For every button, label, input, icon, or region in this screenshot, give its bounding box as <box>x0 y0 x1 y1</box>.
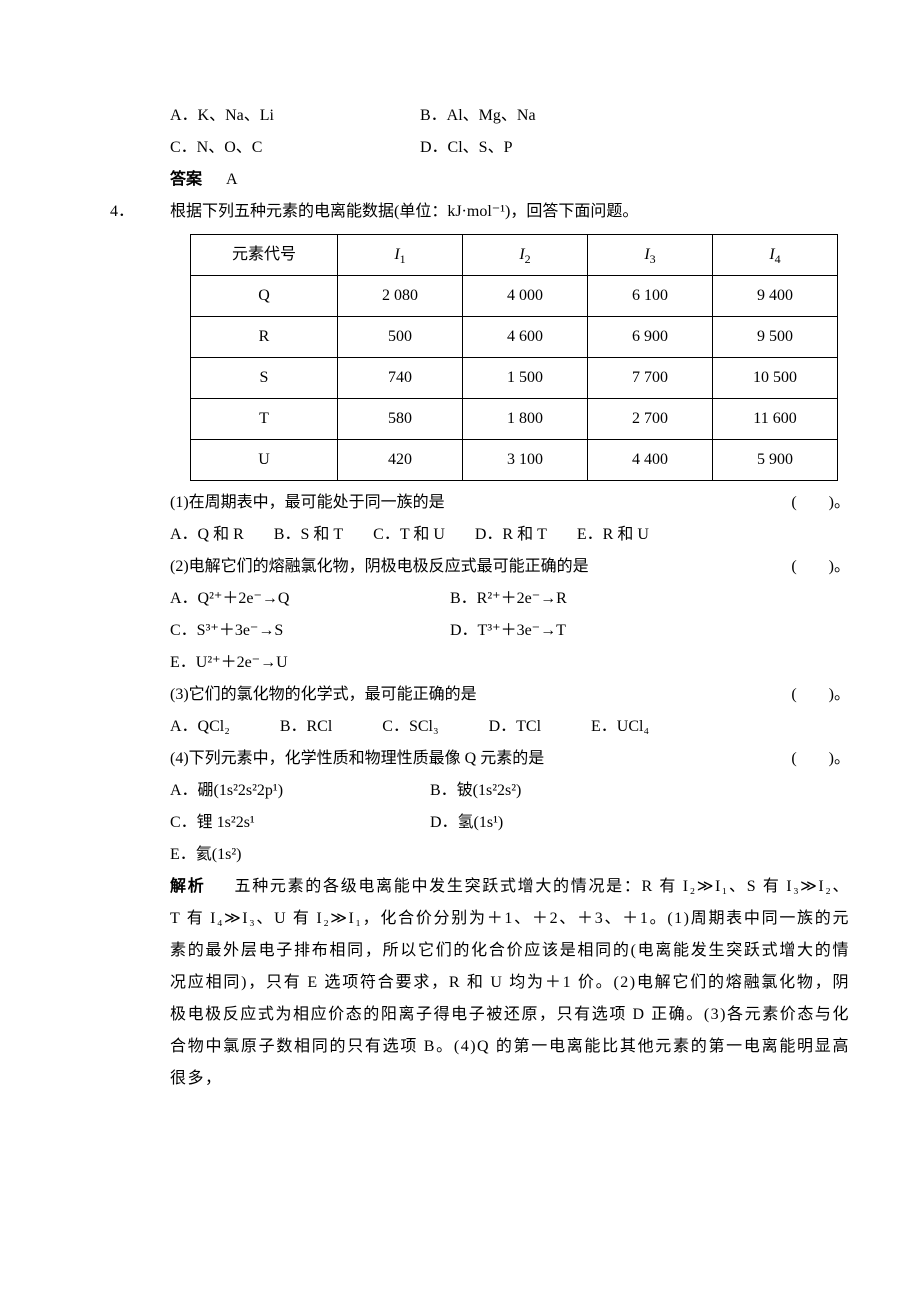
q4-p1-opt-d: D．R 和 T <box>475 519 547 551</box>
q4-p2-text: (2)电解它们的熔融氯化物，阴极电极反应式最可能正确的是 <box>170 551 589 583</box>
q4-p3-opt-a: A．QCl₂ <box>170 711 230 743</box>
q4-p3-opt-c: C．SCl₃ <box>382 711 438 743</box>
q4-p4-opt-d: D．氢(1s¹) <box>430 807 503 839</box>
table-row: U4203 1004 4005 900 <box>191 440 838 481</box>
q4-p3-opt-e: E．UCl₄ <box>591 711 649 743</box>
q3-opt-a: A．K、Na、Li <box>170 100 420 132</box>
q4-p2-opt-e: E．U²⁺＋2e⁻→U <box>170 647 850 679</box>
q4-p2-opt-a: A．Q²⁺＋2e⁻→Q <box>170 583 450 615</box>
q4-p3-opt-d: D．TCl <box>489 711 541 743</box>
th-i4: I4 <box>713 235 838 276</box>
table-header-row: 元素代号 I1 I2 I3 I4 <box>191 235 838 276</box>
q4-p4-row2: C．锂 1s²2s¹ D．氢(1s¹) <box>170 807 850 839</box>
q4-p3-paren: ( )。 <box>791 679 850 711</box>
q4-analysis-text: 五种元素的各级电离能中发生突跃式增大的情况是：R 有 I₂≫I₁、S 有 I₃≫… <box>170 878 850 1087</box>
q3-options-row1: A．K、Na、Li B．Al、Mg、Na <box>170 100 850 132</box>
th-i1: I1 <box>338 235 463 276</box>
table-row: R5004 6006 9009 500 <box>191 317 838 358</box>
q4-p1-opt-e: E．R 和 U <box>577 519 649 551</box>
q4-p4-text: (4)下列元素中，化学性质和物理性质最像 Q 元素的是 <box>170 743 544 775</box>
q3-answer-label: 答案 <box>170 171 202 188</box>
th-i3: I3 <box>588 235 713 276</box>
q4-p3-opt-b: B．RCl <box>280 711 332 743</box>
q4-p1-opt-b: B．S 和 T <box>274 519 343 551</box>
q4-analysis: 解析 五种元素的各级电离能中发生突跃式增大的情况是：R 有 I₂≫I₁、S 有 … <box>170 871 850 1095</box>
q4-p4-opt-c: C．锂 1s²2s¹ <box>170 807 430 839</box>
q4-p2-line: (2)电解它们的熔融氯化物，阴极电极反应式最可能正确的是 ( )。 <box>170 551 850 583</box>
q3-options-row2: C．N、O、C D．Cl、S、P <box>170 132 850 164</box>
q4-p2-row1: A．Q²⁺＋2e⁻→Q B．R²⁺＋2e⁻→R <box>170 583 850 615</box>
ionization-table: 元素代号 I1 I2 I3 I4 Q2 0804 0006 1009 400 R… <box>190 234 838 481</box>
q4-analysis-label: 解析 <box>170 878 205 895</box>
q4-intro-text: 根据下列五种元素的电离能数据(单位：kJ·mol⁻¹)，回答下面问题。 <box>170 196 638 228</box>
q4-p4-opt-a: A．硼(1s²2s²2p¹) <box>170 775 430 807</box>
q4-p2-opt-c: C．S³⁺＋3e⁻→S <box>170 615 450 647</box>
table-row: T5801 8002 70011 600 <box>191 399 838 440</box>
q3-answer-line: 答案 A <box>170 164 850 196</box>
q4-p1-options: A．Q 和 R B．S 和 T C．T 和 U D．R 和 T E．R 和 U <box>170 519 850 551</box>
q3-opt-d: D．Cl、S、P <box>420 132 512 164</box>
q4-p1-paren: ( )。 <box>791 487 850 519</box>
table-body: Q2 0804 0006 1009 400 R5004 6006 9009 50… <box>191 276 838 481</box>
q4-p4-row1: A．硼(1s²2s²2p¹) B．铍(1s²2s²) <box>170 775 850 807</box>
th-i2: I2 <box>463 235 588 276</box>
q3-answer-value: A <box>226 171 238 188</box>
q4-p1-opt-a: A．Q 和 R <box>170 519 244 551</box>
q4-p4-opt-b: B．铍(1s²2s²) <box>430 775 521 807</box>
q4-p1-text: (1)在周期表中，最可能处于同一族的是 <box>170 487 445 519</box>
q4-p3-options: A．QCl₂ B．RCl C．SCl₃ D．TCl E．UCl₄ <box>170 711 850 743</box>
q4-p2-opt-b: B．R²⁺＋2e⁻→R <box>450 583 567 615</box>
q3-opt-c: C．N、O、C <box>170 132 420 164</box>
q4-p4-opt-e: E．氦(1s²) <box>170 839 850 871</box>
table-row: Q2 0804 0006 1009 400 <box>191 276 838 317</box>
q4-p2-row2: C．S³⁺＋3e⁻→S D．T³⁺＋3e⁻→T <box>170 615 850 647</box>
q4-p2-opt-d: D．T³⁺＋3e⁻→T <box>450 615 566 647</box>
q4-number: 4． <box>110 196 170 228</box>
q3-opt-b: B．Al、Mg、Na <box>420 100 536 132</box>
q4-p3-text: (3)它们的氯化物的化学式，最可能正确的是 <box>170 679 477 711</box>
q4-p2-paren: ( )。 <box>791 551 850 583</box>
q4-p1-line: (1)在周期表中，最可能处于同一族的是 ( )。 <box>170 487 850 519</box>
q4-p4-paren: ( )。 <box>791 743 850 775</box>
table-row: S7401 5007 70010 500 <box>191 358 838 399</box>
q4-p1-opt-c: C．T 和 U <box>373 519 445 551</box>
q4-body: 元素代号 I1 I2 I3 I4 Q2 0804 0006 1009 400 R… <box>170 234 850 1095</box>
q4-intro-row: 4． 根据下列五种元素的电离能数据(单位：kJ·mol⁻¹)，回答下面问题。 <box>110 196 850 228</box>
th-element: 元素代号 <box>191 235 338 276</box>
q4-p4-line: (4)下列元素中，化学性质和物理性质最像 Q 元素的是 ( )。 <box>170 743 850 775</box>
q4-p3-line: (3)它们的氯化物的化学式，最可能正确的是 ( )。 <box>170 679 850 711</box>
